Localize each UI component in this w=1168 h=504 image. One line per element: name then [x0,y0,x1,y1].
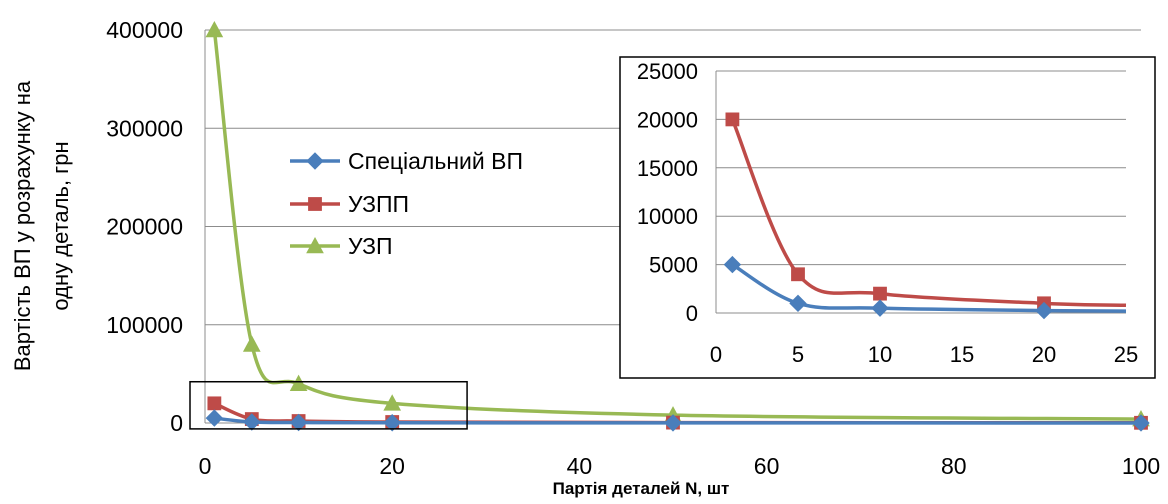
inset-y-tick-label: 5000 [649,253,698,278]
inset-data-point [873,286,887,301]
inset-x-tick-label: 10 [868,342,892,367]
inset-y-tick-label: 25000 [637,59,698,84]
inset-data-point [723,255,742,274]
zoom-region-box [189,380,468,430]
inset-y-tick-label: 20000 [637,107,698,132]
y-axis-title-line-1: Вартість ВП у розрахунку на [10,80,35,371]
inset-x-tick-label: 15 [950,342,974,367]
inset-x-tick-label: 0 [710,342,722,367]
inset-data-point [871,299,889,317]
inset-y-tick-label: 10000 [637,204,698,229]
data-point [205,409,224,427]
legend-label: УЗП [348,233,393,259]
y-tick-label: 400000 [106,17,183,43]
inset-x-tick-label: 5 [792,342,804,367]
data-point [1132,414,1150,432]
inset-data-point [1035,301,1053,320]
legend-swatch-marker [308,197,322,211]
data-point [205,20,224,38]
data-point [383,394,402,411]
data-point [664,414,682,432]
data-point [289,374,308,391]
x-tick-label: 100 [1122,453,1160,479]
data-point [242,335,261,352]
legend: Спеціальний ВП УЗПП УЗП [290,148,523,259]
inset-x-tick-label: 20 [1032,342,1056,367]
x-tick-label: 80 [941,453,967,479]
inset-data-point [725,112,740,127]
legend-label: Спеціальний ВП [348,148,523,174]
y-tick-label: 200000 [106,214,183,240]
inset-frame [619,56,1156,379]
inset-data-point [791,267,805,282]
y-axis-title-line-2: одну деталь, грн [48,141,73,310]
data-point [243,413,261,431]
x-axis-title: Партія деталей N, шт [553,479,730,498]
legend-swatch-marker [306,236,324,254]
inset-series-line [731,263,1127,313]
y-axis-title: Вартість ВП у розрахунку на одну деталь, … [10,80,73,371]
inset-plot: 0 5000 10000 15000 20000 25000 0 5 10 15 20 25 [619,56,1156,379]
inset-y-tick-label: 0 [686,301,698,326]
x-tick-label: 20 [379,453,405,479]
x-tick-label: 40 [567,453,593,479]
legend-label: УЗПП [348,191,409,217]
x-tick-label: 60 [754,453,780,479]
legend-swatch-marker [306,152,324,170]
x-tick-label: 0 [199,453,212,479]
data-point [207,396,222,411]
data-point [289,413,308,432]
data-point [383,414,401,432]
y-tick-label: 100000 [106,312,183,338]
y-tick-label: 300000 [106,115,183,141]
inset-y-tick-label: 15000 [637,156,698,181]
y-tick-label: 0 [170,410,183,436]
inset-x-tick-label: 25 [1114,342,1138,367]
inset-data-point [789,294,807,313]
